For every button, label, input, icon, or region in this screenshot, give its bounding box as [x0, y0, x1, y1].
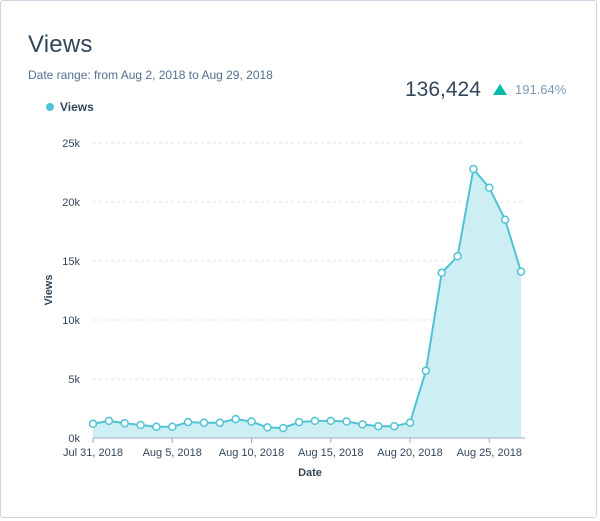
views-line: [92, 168, 522, 429]
x-tick-label: Aug 25, 2018: [457, 447, 522, 459]
card-title: Views: [28, 31, 93, 58]
data-points: [88, 164, 526, 433]
x-axis-ticks: Jul 31, 2018 Aug 5, 2018 Aug 10, 2018 Aug 1…: [63, 438, 522, 459]
data-point[interactable]: [215, 418, 225, 427]
data-point[interactable]: [152, 422, 161, 432]
y-tick-label: 20k: [62, 197, 80, 209]
data-point[interactable]: [294, 417, 304, 427]
data-point[interactable]: [485, 183, 494, 193]
data-point[interactable]: [263, 423, 272, 432]
total-views-value: 136,424: [405, 78, 481, 101]
data-point[interactable]: [500, 215, 510, 224]
data-point[interactable]: [247, 417, 256, 426]
y-tick-label: 0k: [68, 433, 80, 445]
data-point[interactable]: [437, 268, 446, 278]
triangle-up-icon: [493, 84, 507, 95]
views-area: [93, 169, 521, 438]
legend-label-views: Views: [60, 100, 94, 114]
chart-legend[interactable]: Views: [46, 100, 94, 114]
data-point[interactable]: [389, 421, 399, 431]
data-point[interactable]: [168, 422, 177, 432]
data-point[interactable]: [183, 417, 193, 427]
data-point[interactable]: [278, 423, 288, 433]
data-point[interactable]: [120, 419, 129, 428]
x-tick-label: Aug 5, 2018: [143, 447, 202, 459]
data-point[interactable]: [374, 421, 383, 431]
data-point[interactable]: [358, 420, 367, 429]
data-point[interactable]: [136, 420, 145, 430]
data-point[interactable]: [326, 416, 336, 426]
data-point[interactable]: [469, 164, 478, 174]
data-point[interactable]: [310, 416, 320, 426]
data-point[interactable]: [453, 252, 462, 261]
data-point[interactable]: [231, 414, 240, 424]
legend-marker-icon: [46, 103, 54, 111]
y-axis-title: Views: [43, 275, 55, 306]
data-point[interactable]: [405, 418, 415, 427]
data-point[interactable]: [342, 417, 351, 426]
y-tick-label: 15k: [62, 256, 80, 268]
y-axis-ticks: 0k 5k 10k 15k 20k 25k: [62, 138, 80, 445]
data-point[interactable]: [104, 416, 114, 426]
x-axis-title: Date: [298, 467, 322, 479]
change-indicator: 191.64%: [493, 82, 566, 97]
x-tick-label: Aug 15, 2018: [298, 447, 363, 459]
data-point[interactable]: [421, 366, 431, 375]
data-point[interactable]: [199, 418, 209, 427]
y-tick-label: 10k: [62, 315, 80, 327]
x-tick-label: Aug 20, 2018: [377, 447, 442, 459]
data-point[interactable]: [516, 267, 526, 276]
x-tick-label: Aug 10, 2018: [219, 447, 284, 459]
x-tick-label: Jul 31, 2018: [63, 447, 123, 459]
change-percent: 191.64%: [515, 82, 567, 97]
y-tick-label: 25k: [62, 138, 80, 150]
data-point[interactable]: [88, 419, 98, 429]
y-tick-label: 5k: [68, 374, 80, 386]
date-range-label: Date range: from Aug 2, 2018 to Aug 29, …: [28, 68, 273, 82]
